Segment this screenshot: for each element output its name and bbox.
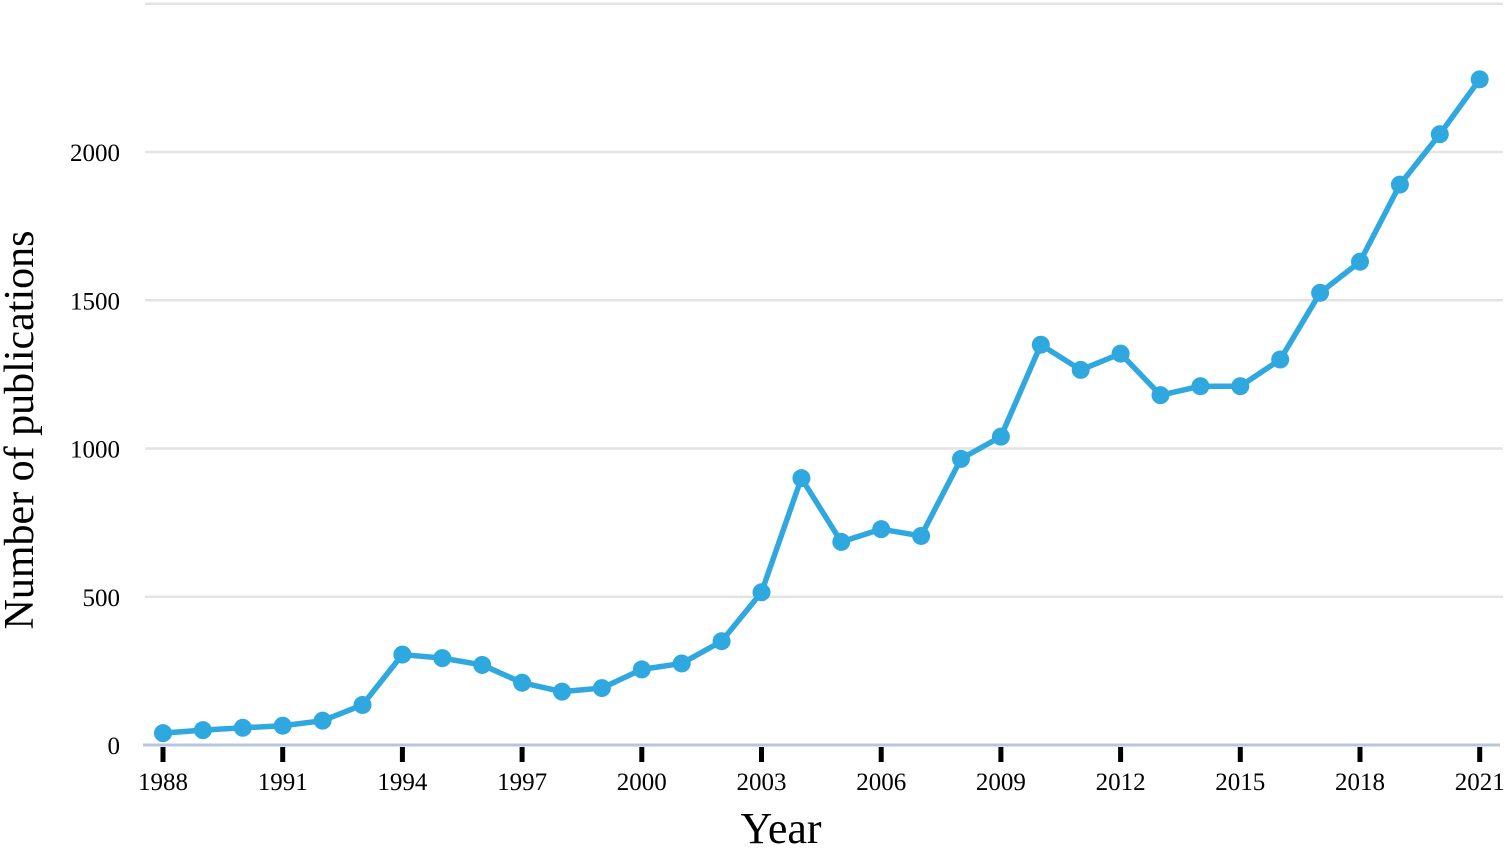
x-tick-label: 1988: [138, 769, 188, 796]
x-tick-label: 1994: [377, 769, 428, 796]
data-point: [1390, 175, 1409, 194]
data-point: [672, 654, 691, 673]
data-point: [513, 673, 532, 692]
data-point: [991, 427, 1010, 446]
y-tick-label: 1000: [70, 437, 120, 464]
data-point: [353, 695, 372, 714]
data-point: [1111, 344, 1130, 363]
data-point: [792, 469, 811, 488]
publications-line: [160, 76, 1483, 736]
data-point: [752, 583, 771, 602]
data-point: [233, 718, 252, 737]
y-axis-title: Number of publications: [0, 231, 43, 630]
data-point: [1271, 350, 1290, 369]
data-point: [313, 711, 332, 730]
y-tick-label: 2000: [70, 140, 120, 167]
x-axis-title: Year: [740, 804, 821, 851]
data-point: [193, 721, 212, 740]
x-tick-label: 2021: [1455, 769, 1505, 796]
data-point: [712, 632, 731, 651]
x-tick-label: 2003: [737, 769, 787, 796]
data-point: [1151, 386, 1170, 405]
data-point: [952, 449, 970, 468]
data-point: [832, 532, 851, 551]
x-tick-label: 1991: [258, 769, 308, 796]
data-point: [154, 724, 172, 743]
y-tick-label: 1500: [70, 288, 120, 315]
data-point: [912, 526, 931, 545]
data-point: [1231, 377, 1250, 396]
data-point: [473, 655, 492, 674]
data-point: [632, 660, 651, 679]
plot-area: 1988 1991 1994 1997 2000 2003 2006 2009 2012 2015…: [70, 2, 1505, 796]
x-tick-label: 1997: [497, 769, 547, 796]
y-tick-label: 500: [83, 585, 121, 612]
data-point: [1191, 377, 1210, 396]
x-tick-label: 2012: [1096, 769, 1146, 796]
data-point: [1071, 360, 1090, 379]
data-point: [592, 679, 611, 698]
data-point: [1470, 70, 1489, 89]
x-tick-label: 2006: [856, 769, 906, 796]
x-tick-label: 2015: [1215, 769, 1265, 796]
x-tick-label: 2009: [976, 769, 1026, 796]
x-tick-label: 2018: [1335, 769, 1385, 796]
data-point: [273, 716, 292, 735]
y-tick-label: 0: [108, 733, 121, 760]
data-point: [433, 649, 452, 668]
data-point: [872, 520, 891, 539]
data-point: [1031, 335, 1050, 354]
axis-titles: Number of publications Year: [0, 231, 822, 851]
data-point: [1311, 283, 1330, 302]
data-point: [1351, 252, 1369, 271]
data-point: [393, 645, 412, 664]
data-point: [1430, 125, 1449, 144]
x-tick-label: 2000: [617, 769, 667, 796]
data-point: [553, 682, 571, 701]
